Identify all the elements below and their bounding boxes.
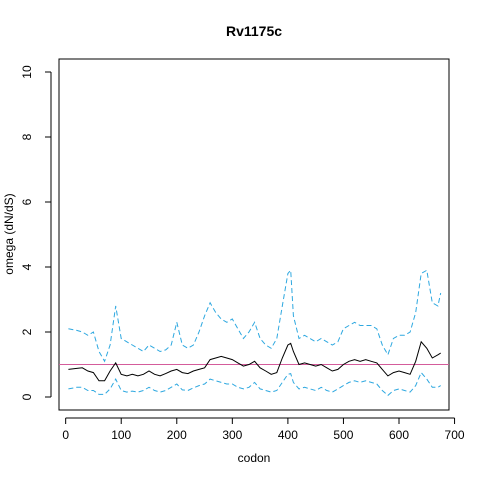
y-tick-label: 2 bbox=[20, 328, 34, 335]
y-tick-label: 4 bbox=[20, 263, 34, 270]
x-tick-label: 100 bbox=[111, 428, 131, 442]
y-tick-label: 6 bbox=[20, 198, 34, 205]
series-line-estimate bbox=[68, 340, 441, 382]
y-tick-label: 10 bbox=[20, 65, 34, 79]
y-tick-label: 8 bbox=[20, 133, 34, 140]
x-tick-label: 400 bbox=[278, 428, 298, 442]
plot-area bbox=[59, 269, 449, 397]
x-tick-label: 200 bbox=[167, 428, 187, 442]
y-axis: 0 2 4 6 8 10 bbox=[20, 65, 52, 400]
series-line-upper bbox=[68, 269, 442, 363]
chart-title: Rv1175c bbox=[226, 23, 282, 39]
y-axis-label: omega (dN/dS) bbox=[2, 193, 16, 274]
y-tick-label: 0 bbox=[20, 393, 34, 400]
plot-frame bbox=[58, 58, 450, 411]
series-line-lower bbox=[68, 371, 441, 397]
x-axis-label: codon bbox=[238, 451, 271, 465]
x-axis: 0 100 200 300 400 500 600 700 bbox=[62, 417, 465, 442]
x-tick-label: 600 bbox=[389, 428, 409, 442]
x-tick-label: 500 bbox=[333, 428, 353, 442]
x-tick-label: 700 bbox=[445, 428, 465, 442]
x-tick-label: 300 bbox=[222, 428, 242, 442]
x-tick-label: 0 bbox=[62, 428, 69, 442]
